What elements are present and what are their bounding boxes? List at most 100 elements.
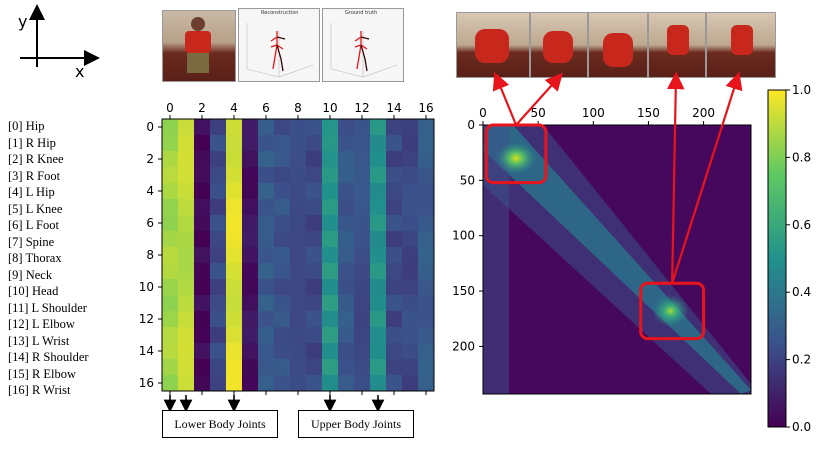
heatmap-cell — [306, 359, 323, 376]
heatmap-cell — [418, 359, 435, 376]
heatmap-cell — [306, 135, 323, 152]
heatmap-cell — [274, 151, 291, 168]
heatmap-cell — [178, 295, 195, 312]
heatmap-cell — [386, 295, 403, 312]
y-tick-label: 8 — [146, 248, 154, 262]
heatmap-cell — [386, 359, 403, 376]
heatmap-cell — [290, 359, 307, 376]
heatmap-cell — [210, 167, 227, 184]
heatmap-cell — [354, 359, 371, 376]
heatmap-cell — [258, 295, 275, 312]
heatmap-cell — [418, 231, 435, 248]
heatmap-cell — [162, 375, 179, 392]
heatmap-cell — [194, 263, 211, 280]
heatmap-cell — [226, 295, 243, 312]
heatmap-cell — [402, 279, 419, 296]
x-tick-label: 6 — [262, 101, 270, 115]
heatmap-cell — [386, 167, 403, 184]
heatmap-cell — [418, 151, 435, 168]
heatmap-cell — [322, 199, 339, 216]
heatmap-cell — [386, 119, 403, 136]
joint-label: [2] R Knee — [8, 152, 64, 166]
heatmap-cell — [210, 375, 227, 392]
heatmap-cell — [338, 231, 355, 248]
heatmap-cell — [258, 263, 275, 280]
heatmap-cell — [162, 279, 179, 296]
heatmap-cell — [210, 279, 227, 296]
heatmap-cell — [178, 199, 195, 216]
x-tick-label: 0 — [479, 106, 487, 120]
heatmap-cell — [370, 247, 387, 264]
heatmap-cell — [290, 279, 307, 296]
heatmap-cell — [178, 279, 195, 296]
heatmap-cell — [338, 327, 355, 344]
ground-truth-title: Ground truth — [345, 10, 378, 16]
colorbar-tick-label: 0.8 — [792, 150, 811, 164]
x-tick-label: 8 — [294, 101, 302, 115]
heatmap-cell — [258, 135, 275, 152]
heatmap-cell — [162, 199, 179, 216]
heatmap-cell — [306, 199, 323, 216]
heatmap-cell — [162, 311, 179, 328]
heatmap-cell — [370, 263, 387, 280]
heatmap-cell — [210, 327, 227, 344]
joint-label: [7] Spine — [8, 234, 55, 249]
heatmap-cell — [338, 343, 355, 360]
heatmap-cell — [242, 199, 259, 216]
heatmap-cell — [242, 215, 259, 232]
heatmap-cell — [226, 263, 243, 280]
heatmap-cell — [226, 247, 243, 264]
heatmap-cell — [402, 247, 419, 264]
heatmap-cell — [418, 247, 435, 264]
heatmap-cell — [338, 295, 355, 312]
heatmap-cell — [418, 279, 435, 296]
heatmap-cell — [226, 151, 243, 168]
heatmap-cell — [178, 359, 195, 376]
video-frame — [456, 12, 530, 78]
attention-hotspot — [652, 294, 689, 327]
heatmap-cell — [274, 343, 291, 360]
heatmap-cell — [274, 295, 291, 312]
heatmap-cell — [162, 215, 179, 232]
video-frame — [588, 12, 648, 78]
joint-label: [3] R Foot — [8, 168, 61, 183]
heatmap-cell — [178, 183, 195, 200]
joint-label: [1] R Hip — [8, 135, 56, 150]
heatmap-cell — [354, 215, 371, 232]
heatmap-cell — [226, 183, 243, 200]
heatmap-cell — [354, 279, 371, 296]
heatmap-cell — [194, 327, 211, 344]
heatmap-cell — [178, 119, 195, 136]
x-tick-label: 100 — [582, 106, 605, 120]
heatmap-cell — [274, 167, 291, 184]
heatmap-cell — [242, 231, 259, 248]
y-tick-label: 4 — [146, 184, 154, 198]
heatmap-cell — [194, 199, 211, 216]
heatmap-cell — [194, 231, 211, 248]
heatmap-cell — [338, 311, 355, 328]
joint-label: [14] R Shoulder — [8, 350, 89, 364]
heatmap-cell — [322, 183, 339, 200]
heatmap-cell — [290, 119, 307, 136]
joint-label: [6] L Foot — [8, 218, 59, 232]
heatmap-cell — [370, 215, 387, 232]
heatmap-cell — [402, 343, 419, 360]
heatmap-cell — [194, 135, 211, 152]
heatmap-cell — [226, 119, 243, 136]
colorbar-tick-label: 0.0 — [792, 420, 811, 434]
y-tick-label: 6 — [146, 216, 154, 230]
heatmap-cell — [354, 119, 371, 136]
heatmap-cell — [418, 375, 435, 392]
heatmap-cell — [258, 119, 275, 136]
heatmap-cell — [162, 327, 179, 344]
heatmap-cell — [418, 327, 435, 344]
heatmap-cell — [210, 135, 227, 152]
heatmap-cell — [210, 199, 227, 216]
heatmap-cell — [322, 311, 339, 328]
heatmap-cell — [194, 359, 211, 376]
heatmap-cell — [258, 279, 275, 296]
heatmap-cell — [162, 151, 179, 168]
heatmap-cell — [242, 343, 259, 360]
heatmap-cell — [322, 375, 339, 392]
heatmap-cell — [258, 231, 275, 248]
